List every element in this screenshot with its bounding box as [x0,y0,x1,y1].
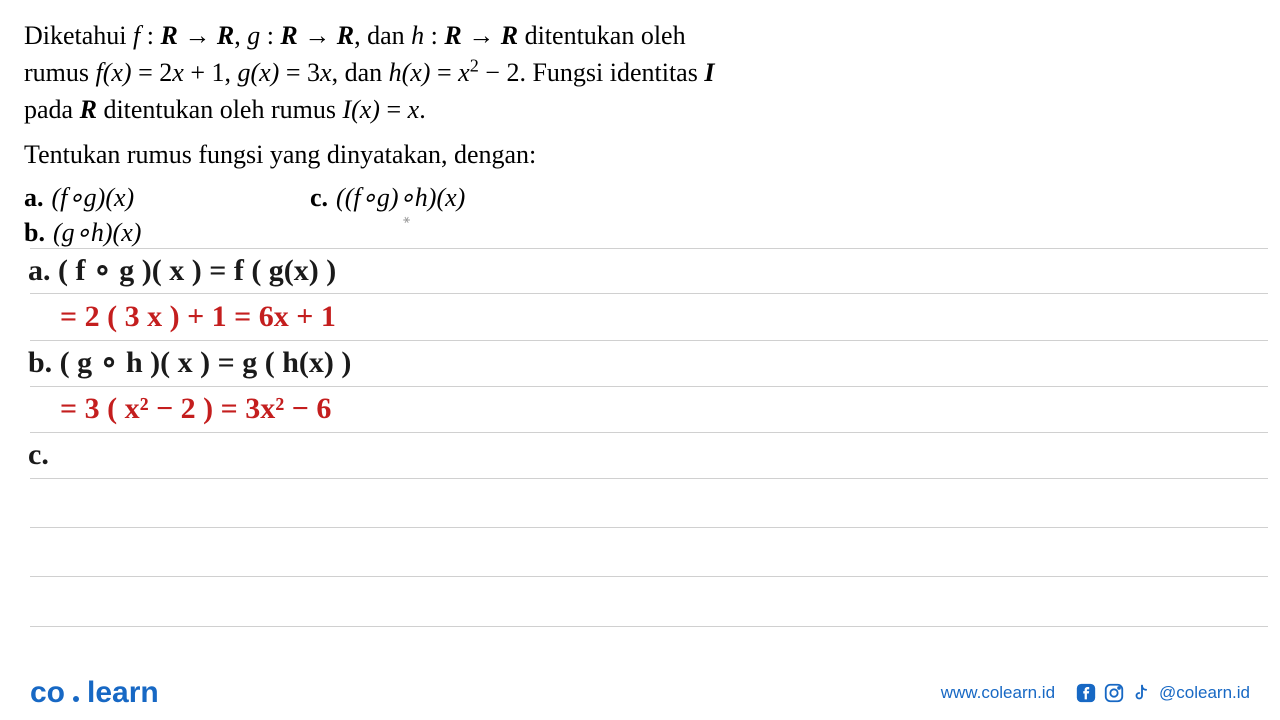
problem-text: Diketahui f : R → R, g : R → R, dan h : … [24,18,1256,251]
logo-text-co: co [30,676,65,710]
footer-url: www.colearn.id [941,683,1055,703]
facebook-icon [1075,682,1097,704]
hand-c-line1: c. [28,440,49,470]
task-b: b.(g∘h)(x) [24,215,304,250]
hand-a-line2: = 2 ( 3 x ) + 1 = 6x + 1 [60,302,336,332]
problem-line-2: rumus f(x) = 2x + 1, g(x) = 3x, dan h(x)… [24,55,1256,90]
footer-right: www.colearn.id @colearn.id [941,682,1250,704]
hand-a-line1: a. ( f ∘ g )( x ) = f ( g(x) ) [28,256,336,286]
problem-line-1: Diketahui f : R → R, g : R → R, dan h : … [24,18,1256,53]
task-a: a.(f∘g)(x) [24,180,304,215]
problem-line-4: Tentukan rumus fungsi yang dinyatakan, d… [24,137,1256,172]
logo-text-learn: learn [87,676,159,710]
task-c: c.((f∘g)∘h)(x) [310,180,465,215]
footer-handle: @colearn.id [1159,683,1250,703]
small-mark-icon: ⚹ [403,212,410,227]
brand-logo: co learn [30,676,159,710]
hand-b-line1: b. ( g ∘ h )( x ) = g ( h(x) ) [28,348,351,378]
hand-b-line2: = 3 ( x² − 2 ) = 3x² − 6 [60,394,331,424]
instagram-icon [1103,682,1125,704]
logo-dot-icon [73,696,79,702]
footer: co learn www.colearn.id @colearn.id [0,665,1280,720]
tiktok-icon [1131,682,1153,704]
social-group: @colearn.id [1075,682,1250,704]
problem-line-3: pada R ditentukan oleh rumus I(x) = x. [24,92,1256,127]
